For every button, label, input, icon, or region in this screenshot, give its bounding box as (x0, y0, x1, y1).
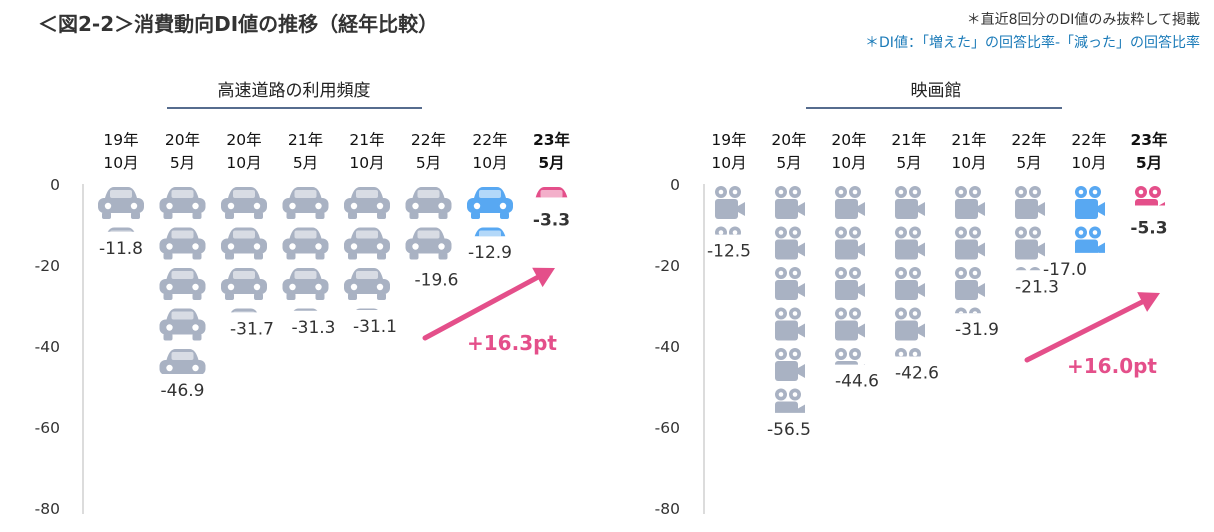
car-icon-column (405, 187, 452, 260)
movie-camera-icon-column (715, 186, 745, 235)
category-label-month: 10月 (226, 154, 261, 172)
car-icon-column (282, 187, 329, 311)
category-label-month: 10月 (472, 154, 507, 172)
category-label-month: 5月 (293, 154, 318, 172)
y-tick-label: -20 (655, 257, 680, 275)
chart-panel-2: 映画館 0 -20 -40 -60 -80 19年 10月 -12.5 20年 5月 -56.5 20年… (655, 81, 1168, 518)
car-icon-column (467, 187, 513, 237)
movie-camera-icon-column (895, 186, 925, 357)
car-icon-column (535, 187, 568, 198)
value-label: -3.3 (533, 210, 570, 230)
category-label-year: 20年 (771, 131, 806, 149)
category-label-year: 22年 (411, 131, 446, 149)
y-tick-label: -60 (655, 419, 680, 437)
car-icon-column (344, 187, 390, 310)
value-label: -44.6 (835, 372, 879, 392)
category-label-year: 21年 (288, 131, 323, 149)
movie-camera-icon-column (1135, 186, 1165, 206)
category-label-year: 21年 (891, 131, 926, 149)
trend-arrow-head (532, 267, 555, 288)
panel-title: 映画館 (911, 81, 962, 101)
panel-title: 高速道路の利用頻度 (218, 81, 371, 101)
category-label-month: 5月 (896, 154, 921, 172)
category-label-month: 10月 (831, 154, 866, 172)
value-label: -12.5 (707, 242, 751, 262)
y-tick-label: -40 (35, 338, 60, 356)
value-label: -31.3 (292, 318, 336, 338)
category-label-month: 5月 (776, 154, 801, 172)
category-label-month: 5月 (1016, 154, 1041, 172)
footnote-excerpt: ＊直近8回分のDI値のみ抜粋して掲載 (966, 12, 1200, 28)
delta-label: +16.0pt (1067, 354, 1157, 378)
category-label-year: 22年 (1071, 131, 1106, 149)
category-label-month: 10月 (1071, 154, 1106, 172)
category-label-month: 10月 (103, 154, 138, 172)
car-icon-column (221, 187, 267, 313)
category-label-year: 20年 (165, 131, 200, 149)
trend-arrow (1024, 299, 1145, 363)
value-label: -56.5 (767, 420, 811, 440)
y-tick-label: 0 (670, 176, 680, 194)
category-label-year: 21年 (951, 131, 986, 149)
page-title: ＜図2-2＞消費動向DI値の推移（経年比較） (38, 12, 439, 36)
movie-camera-icon-column (775, 186, 805, 413)
y-tick-label: -80 (655, 500, 680, 518)
car-icon-column (159, 187, 206, 374)
value-label: -31.9 (955, 320, 999, 340)
category-label-year: 23年 (533, 130, 571, 149)
movie-camera-icon-column (1075, 186, 1105, 253)
y-tick-label: -40 (655, 338, 680, 356)
category-label-year: 19年 (103, 131, 138, 149)
y-tick-label: -20 (35, 257, 60, 275)
trend-arrow-head (1137, 292, 1160, 312)
category-label-year: 21年 (349, 131, 384, 149)
category-label-month: 5月 (416, 154, 441, 172)
delta-label: +16.3pt (467, 331, 557, 355)
value-label: -21.3 (1015, 277, 1059, 297)
y-tick-label: -60 (35, 419, 60, 437)
category-label-month: 5月 (538, 154, 564, 172)
category-label-year: 19年 (711, 131, 746, 149)
category-label-month: 10月 (951, 154, 986, 172)
y-tick-label: -80 (35, 500, 60, 518)
category-label-year: 20年 (831, 131, 866, 149)
category-label-month: 10月 (711, 154, 746, 172)
category-label-year: 22年 (1011, 131, 1046, 149)
value-label: -19.6 (415, 270, 459, 290)
trend-arrow (422, 274, 540, 341)
value-label: -11.8 (99, 239, 143, 259)
value-label: -12.9 (468, 243, 512, 263)
value-label: -17.0 (1043, 260, 1087, 280)
car-icon-column (98, 187, 144, 232)
value-label: -46.9 (161, 381, 205, 401)
chart-panel-1: 高速道路の利用頻度 0 -20 -40 -60 -80 19年 10月 -11.8 20年 5月 -4… (35, 81, 571, 518)
category-label-year: 20年 (226, 131, 261, 149)
footnote-di-definition: ＊DI値：「増えた」の回答比率-「減った」の回答比率 (865, 35, 1200, 51)
movie-camera-icon-column (955, 186, 985, 314)
category-label-month: 5月 (170, 154, 195, 172)
category-label-month: 10月 (349, 154, 384, 172)
category-label-year: 23年 (1130, 130, 1168, 149)
movie-camera-icon-column (1015, 186, 1045, 271)
category-label-month: 5月 (1136, 154, 1162, 172)
movie-camera-icon-column (835, 186, 865, 365)
value-label: -31.7 (230, 319, 274, 339)
value-label: -31.1 (353, 317, 397, 337)
value-label: -5.3 (1130, 218, 1167, 238)
y-tick-label: 0 (50, 176, 60, 194)
value-label: -42.6 (895, 364, 939, 384)
category-label-year: 22年 (472, 131, 507, 149)
